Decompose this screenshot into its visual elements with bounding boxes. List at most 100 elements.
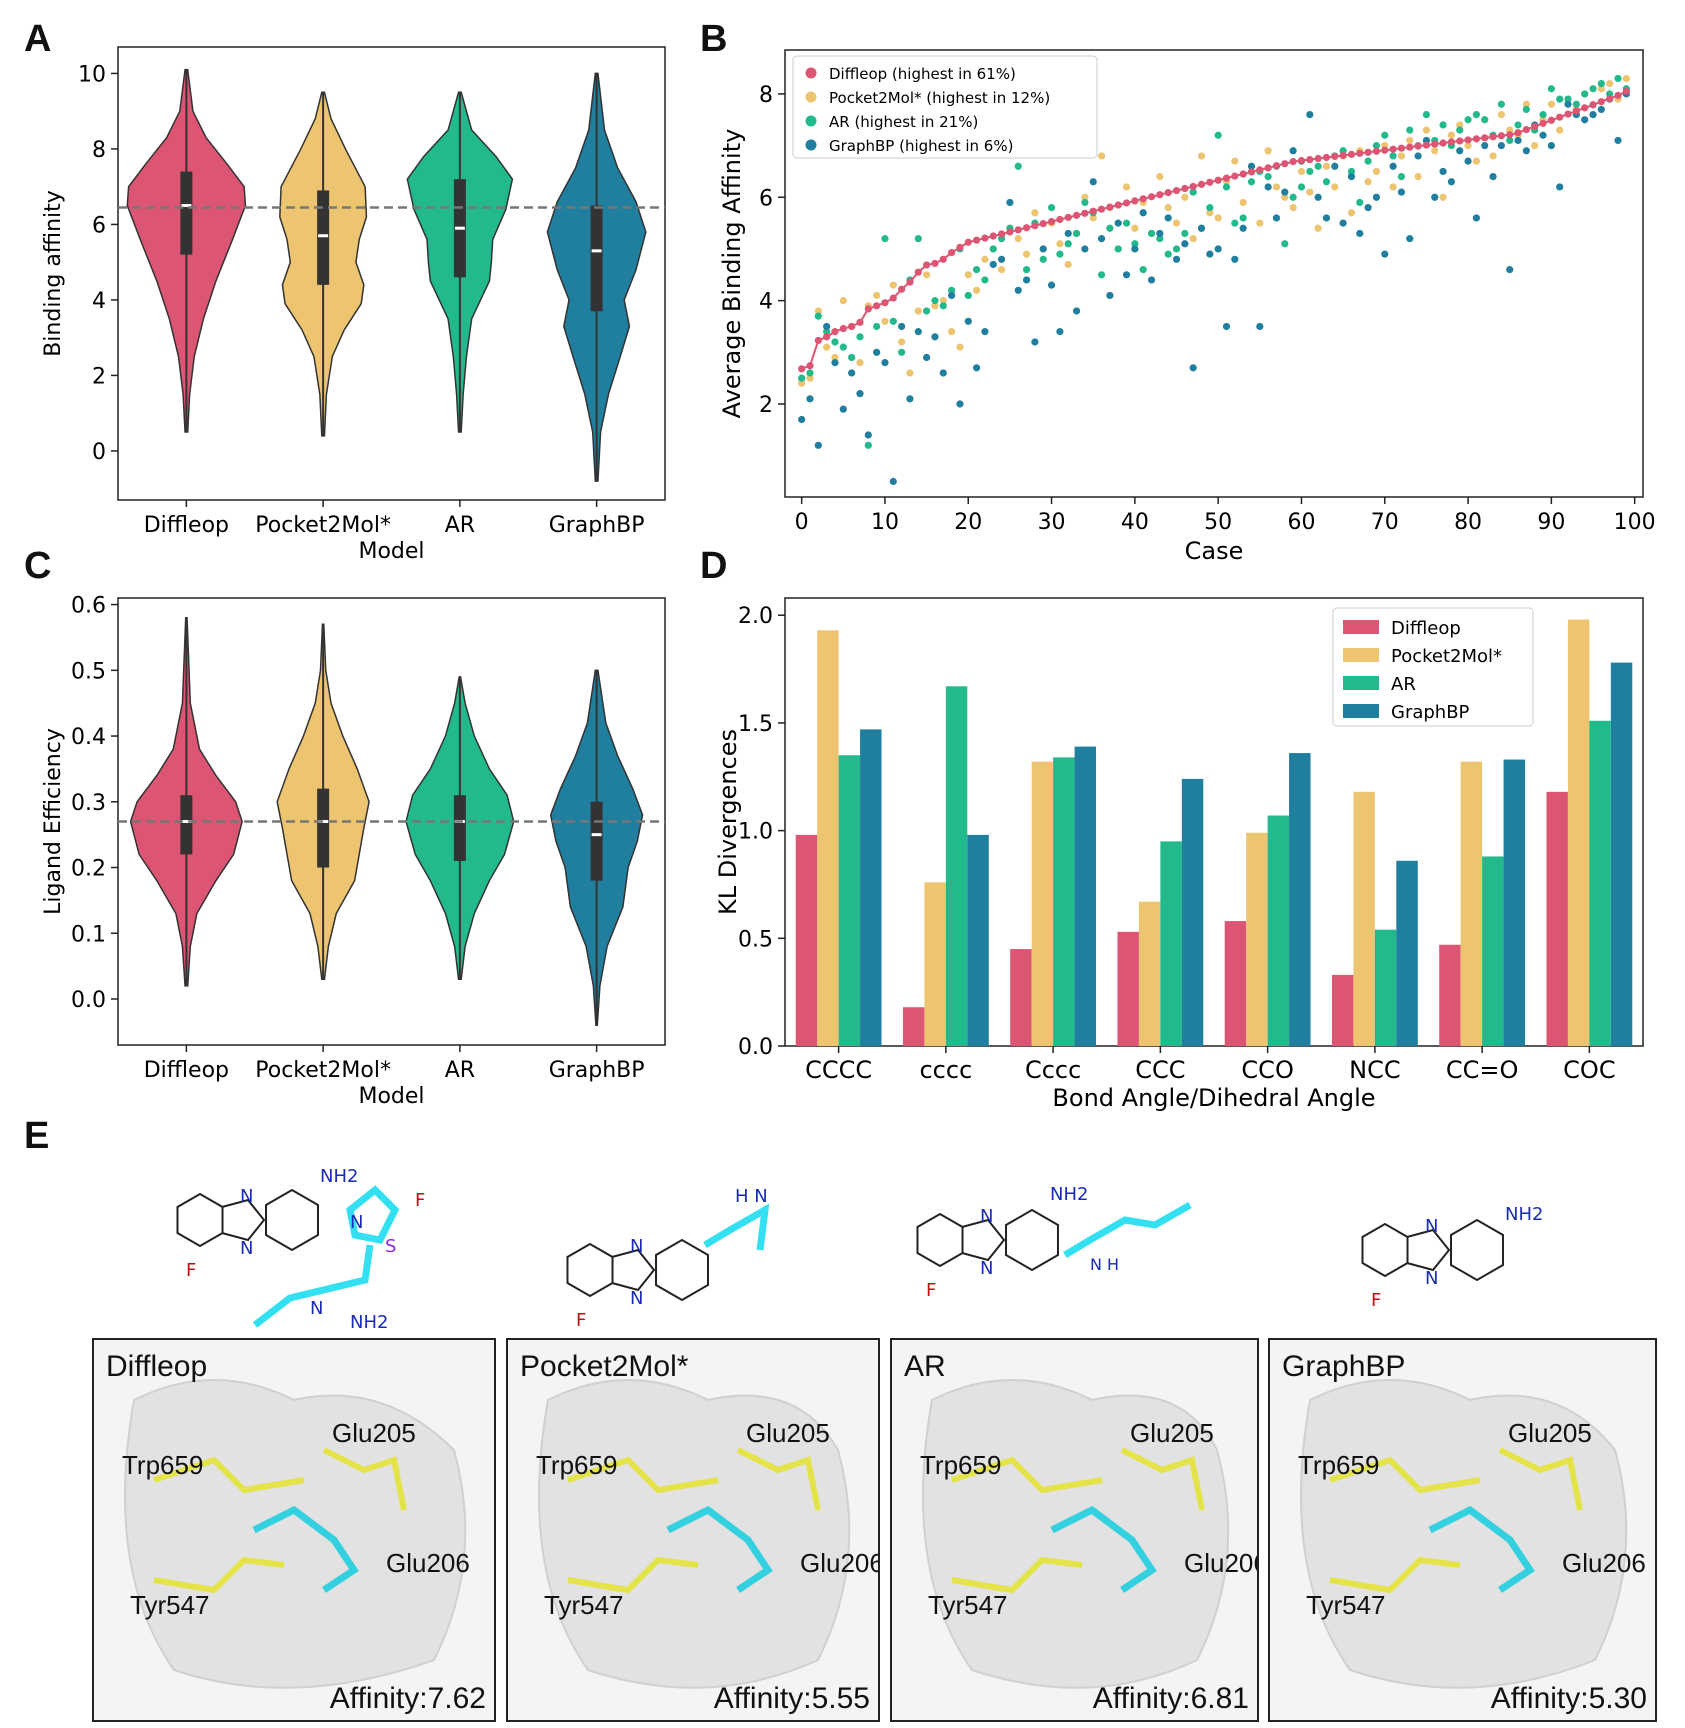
- point-graphbp: [823, 322, 831, 331]
- point-pocket2mol: [1439, 193, 1447, 201]
- point-graphbp: [1181, 240, 1189, 248]
- bar-ar: [838, 755, 861, 1046]
- point-ar: [1214, 131, 1222, 139]
- point-ar: [964, 291, 972, 300]
- point-diffleop: [1197, 180, 1206, 188]
- point-ar: [1281, 240, 1289, 248]
- x-tick-label: 100: [1614, 510, 1656, 535]
- point-pocket2mol: [798, 379, 806, 387]
- docking-box-title: Pocket2Mol*: [520, 1350, 689, 1383]
- point-pocket2mol: [1056, 240, 1064, 248]
- point-diffleop: [1081, 209, 1089, 217]
- point-ar: [1156, 235, 1164, 243]
- iqr-box: [180, 795, 193, 855]
- point-ar: [1397, 173, 1406, 181]
- point-ar: [1181, 229, 1189, 238]
- point-diffleop: [1239, 170, 1247, 178]
- point-graphbp: [839, 405, 847, 413]
- point-pocket2mol: [881, 317, 889, 325]
- ring: [566, 1242, 614, 1298]
- point-pocket2mol: [1414, 173, 1422, 181]
- residue-label: Glu206: [1184, 1548, 1257, 1578]
- chart-c-ligand-efficiency-violin: 0.0 0.1 0.2 0.3 0.4 0.5 0.6 Diffleop Pocket2Mol*…: [41, 594, 666, 1109]
- x-tick-label: 90: [1537, 510, 1565, 535]
- point-ar: [798, 374, 806, 382]
- point-graphbp: [1256, 322, 1264, 331]
- point-pocket2mol: [1597, 85, 1605, 93]
- point-graphbp: [1072, 307, 1081, 315]
- point-graphbp: [1497, 142, 1505, 150]
- affinity-label: Affinity:5.55: [713, 1682, 870, 1715]
- point-graphbp: [1381, 250, 1389, 258]
- point-ar: [856, 333, 864, 341]
- point-diffleop: [1314, 154, 1322, 163]
- ring: [655, 1238, 709, 1302]
- point-diffleop: [1189, 182, 1197, 191]
- point-diffleop: [1072, 211, 1081, 219]
- y-tick-label: 4: [759, 290, 773, 315]
- pocket-surface: [538, 1379, 851, 1689]
- residue-label: Glu205: [1130, 1418, 1214, 1448]
- y-tick-label: 0.1: [71, 922, 106, 947]
- point-graphbp: [856, 390, 864, 398]
- point-graphbp: [889, 477, 897, 486]
- point-ar: [1131, 240, 1139, 248]
- plot-frame: [784, 597, 1644, 1047]
- point-pocket2mol: [1447, 131, 1456, 139]
- point-graphbp: [1289, 147, 1297, 155]
- bar-pocket2mol: [1353, 791, 1375, 1046]
- point-pocket2mol: [948, 328, 956, 336]
- point-graphbp: [906, 395, 914, 403]
- ring: [1406, 1228, 1451, 1272]
- point-ar: [981, 276, 989, 284]
- residue-label: Tyr547: [130, 1590, 210, 1620]
- point-diffleop: [1497, 132, 1505, 140]
- point-diffleop: [1181, 184, 1189, 193]
- point-ar: [1556, 95, 1564, 103]
- ring: [221, 1198, 266, 1242]
- point-diffleop: [948, 248, 956, 257]
- point-pocket2mol: [1431, 147, 1439, 155]
- point-pocket2mol: [856, 359, 864, 367]
- bar-graphbp: [1181, 778, 1204, 1046]
- point-diffleop: [1481, 134, 1489, 142]
- point-graphbp: [1047, 281, 1056, 289]
- point-diffleop: [1331, 152, 1339, 161]
- point-ar: [1289, 193, 1297, 201]
- point-graphbp: [1322, 214, 1331, 222]
- legend-label-diffleop: Diffleop (highest in 61%): [829, 65, 1016, 83]
- point-graphbp: [1347, 173, 1356, 181]
- point-ar: [1039, 255, 1047, 263]
- highlight-chain: [1063, 1201, 1192, 1259]
- bar-diffleop: [1117, 931, 1139, 1046]
- point-graphbp: [1247, 162, 1256, 170]
- point-pocket2mol: [1364, 178, 1372, 186]
- point-diffleop: [1256, 166, 1264, 174]
- bar-diffleop: [1331, 974, 1354, 1046]
- point-pocket2mol: [1306, 188, 1314, 196]
- x-tick-label: Pocket2Mol*: [255, 1058, 391, 1083]
- point-diffleop: [964, 238, 972, 246]
- y-tick-label: 0.2: [71, 857, 106, 882]
- point-pocket2mol: [1422, 126, 1431, 134]
- point-diffleop: [1222, 174, 1231, 182]
- x-tick-label: 60: [1287, 510, 1315, 535]
- point-graphbp: [831, 359, 839, 367]
- point-ar: [1022, 266, 1031, 274]
- point-graphbp: [1281, 188, 1289, 196]
- atom-n: N: [630, 1288, 643, 1309]
- bar-ar: [1482, 856, 1504, 1046]
- point-ar: [1614, 74, 1622, 83]
- point-graphbp: [1106, 291, 1114, 300]
- point-graphbp: [1489, 173, 1497, 181]
- y-tick-label: 2: [759, 393, 773, 418]
- point-diffleop: [989, 232, 997, 240]
- point-ar: [1314, 162, 1322, 170]
- y-tick-label: 4: [92, 289, 106, 314]
- atom-n: N: [350, 1212, 363, 1233]
- point-graphbp: [1406, 235, 1414, 243]
- ring: [611, 1248, 656, 1292]
- point-graphbp: [1214, 245, 1222, 253]
- point-pocket2mol: [1239, 198, 1247, 207]
- point-diffleop: [1597, 98, 1605, 106]
